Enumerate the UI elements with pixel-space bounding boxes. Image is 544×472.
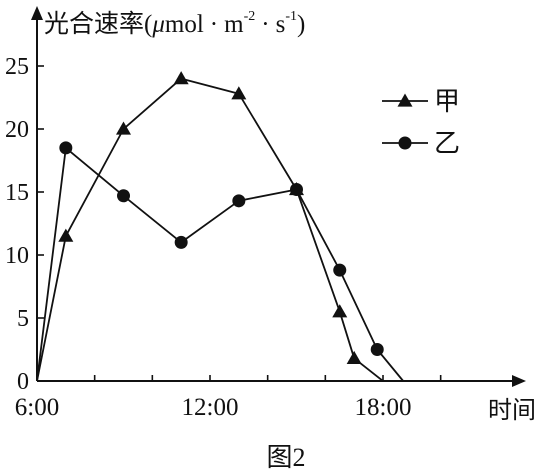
data-point bbox=[370, 343, 384, 356]
data-point bbox=[231, 86, 247, 100]
data-point bbox=[173, 71, 189, 85]
y-axis-arrow bbox=[31, 6, 43, 20]
data-point bbox=[116, 121, 131, 135]
data-point bbox=[174, 235, 188, 249]
data-point bbox=[346, 350, 362, 364]
x-axis-arrow bbox=[512, 375, 526, 387]
y-axis-label: 光合速率(μmol · m-2 · s-1) bbox=[44, 9, 305, 38]
y-tick-label: 10 bbox=[5, 243, 29, 269]
data-point bbox=[333, 263, 347, 277]
data-point bbox=[290, 182, 303, 196]
figure-caption: 图2 bbox=[266, 443, 305, 472]
series-jia bbox=[36, 71, 384, 382]
y-tick-label: 0 bbox=[17, 369, 29, 395]
series-yi bbox=[36, 141, 404, 382]
legend-marker bbox=[397, 93, 413, 107]
legend: 甲乙 bbox=[382, 87, 460, 158]
x-tick-label: 18:00 bbox=[355, 394, 412, 421]
legend-label: 甲 bbox=[434, 87, 460, 116]
x-tick-label: 12:00 bbox=[182, 394, 239, 421]
data-point bbox=[58, 228, 74, 242]
legend-label: 乙 bbox=[434, 129, 460, 158]
y-tick-label: 5 bbox=[17, 306, 29, 332]
series-line bbox=[36, 146, 404, 382]
y-tick-label: 25 bbox=[5, 54, 29, 80]
y-tick-label: 20 bbox=[5, 117, 29, 143]
data-point bbox=[59, 141, 73, 155]
data-point bbox=[117, 189, 130, 203]
x-tick-label: 6:00 bbox=[15, 394, 59, 421]
data-point bbox=[332, 304, 348, 318]
axis-ticks: 0 5 10 15 20 25 6:00 12:00 18:00 bbox=[5, 54, 442, 421]
data-point bbox=[232, 194, 246, 208]
x-axis-label: 时间 bbox=[488, 397, 536, 424]
axes bbox=[31, 6, 526, 387]
series-layer bbox=[36, 71, 404, 382]
y-tick-label: 15 bbox=[5, 180, 29, 206]
legend-marker bbox=[398, 136, 412, 150]
series-line bbox=[36, 77, 384, 382]
